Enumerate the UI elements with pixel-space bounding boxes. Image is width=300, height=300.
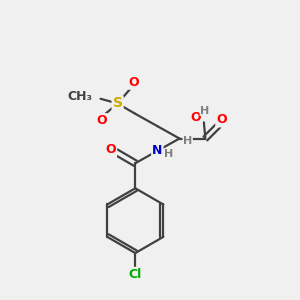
Text: O: O: [106, 143, 116, 156]
Text: O: O: [96, 114, 107, 127]
Text: CH₃: CH₃: [68, 91, 93, 103]
Text: O: O: [216, 113, 227, 127]
Text: H: H: [183, 136, 192, 146]
Text: O: O: [128, 76, 139, 89]
Text: O: O: [190, 111, 201, 124]
Text: N: N: [152, 144, 163, 157]
Text: H: H: [200, 106, 209, 116]
Text: H: H: [164, 149, 173, 159]
Text: Cl: Cl: [129, 268, 142, 281]
Text: S: S: [112, 97, 123, 110]
